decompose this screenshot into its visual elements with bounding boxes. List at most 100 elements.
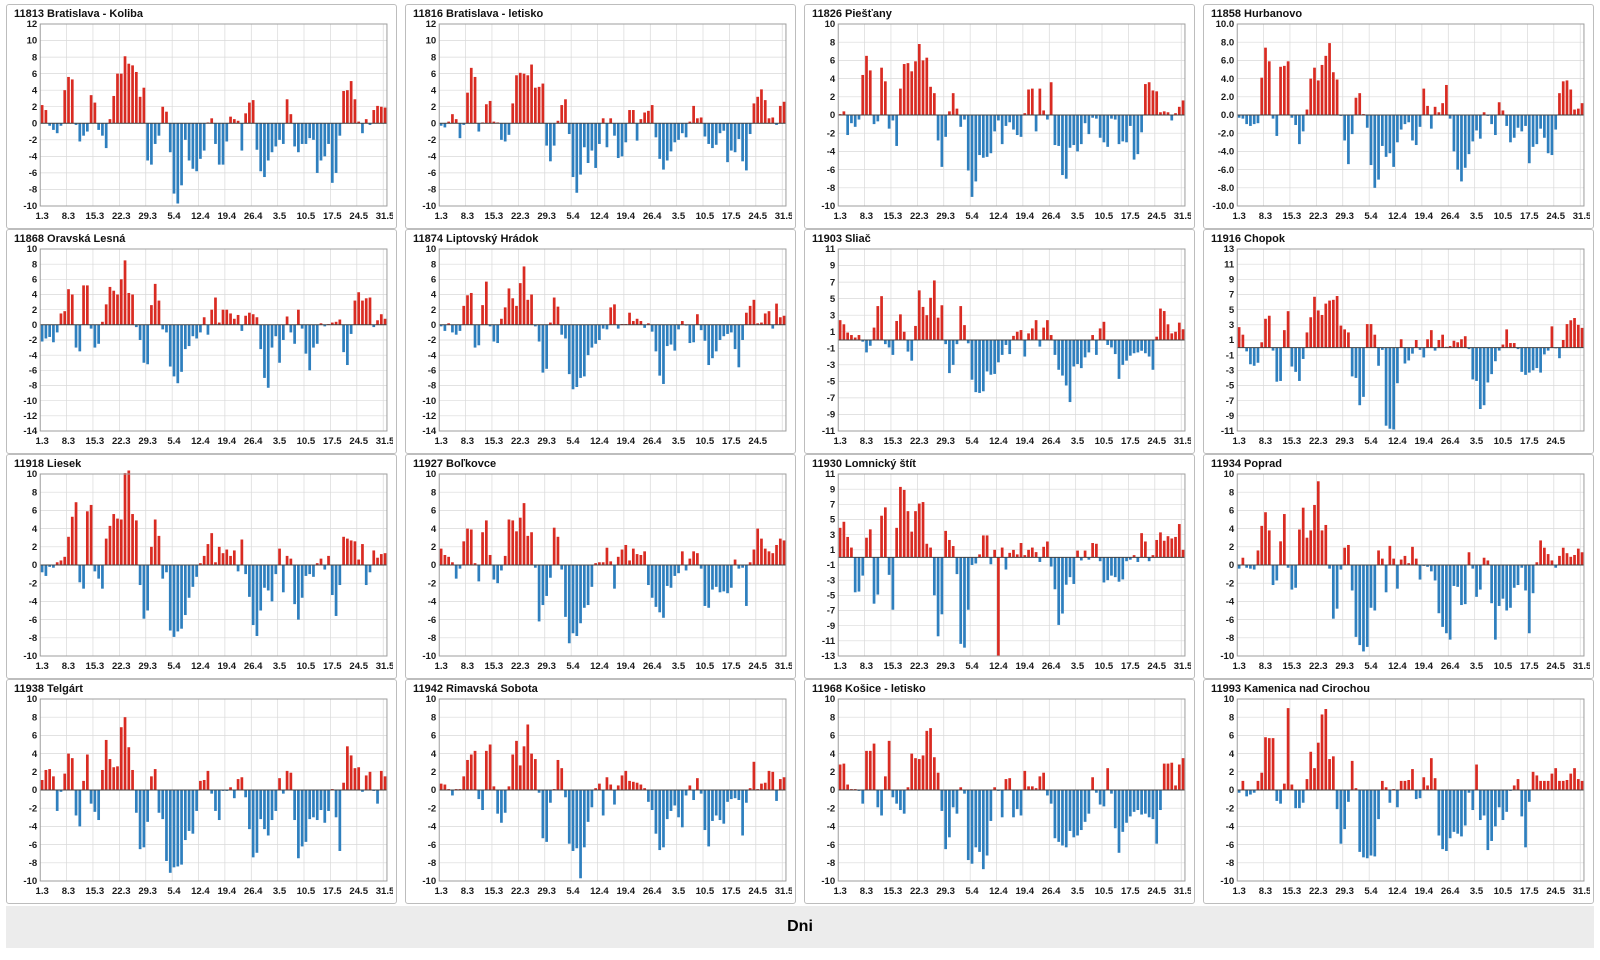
svg-text:11: 11 [825, 245, 836, 255]
svg-text:15.3: 15.3 [1283, 886, 1302, 897]
svg-text:-6: -6 [827, 840, 836, 851]
svg-text:1.3: 1.3 [36, 886, 49, 897]
svg-text:0: 0 [830, 785, 835, 796]
svg-text:10.5: 10.5 [297, 211, 316, 222]
svg-text:4: 4 [32, 290, 38, 301]
svg-text:-2: -2 [428, 803, 437, 814]
anomaly-bar-plot: -14 -12 -10 -8 -6 -4 -2 0 2 4 6 8 10 1.3 8.3 15.3 22.3 29… [422, 245, 787, 447]
svg-text:0: 0 [431, 785, 436, 796]
svg-text:24.5: 24.5 [349, 436, 368, 447]
svg-text:-6: -6 [29, 840, 38, 851]
svg-text:8: 8 [431, 259, 436, 270]
svg-text:-2: -2 [29, 335, 38, 346]
station-chart: 11916 Chopok -11 -9 -7 -5 -3 -1 1 3 5 7 9 11 13 1.3 8.3… [1203, 229, 1594, 454]
svg-text:29.3: 29.3 [138, 886, 157, 897]
svg-text:6: 6 [431, 275, 436, 286]
svg-text:24.5: 24.5 [1546, 886, 1565, 897]
svg-text:31.5: 31.5 [1573, 661, 1590, 672]
svg-text:-6: -6 [29, 615, 38, 626]
svg-text:15.3: 15.3 [884, 661, 903, 672]
svg-text:1.3: 1.3 [1233, 886, 1246, 897]
svg-text:15.3: 15.3 [1283, 436, 1302, 447]
svg-text:0: 0 [431, 119, 436, 130]
svg-text:8.3: 8.3 [860, 886, 873, 897]
svg-text:9: 9 [830, 484, 835, 495]
svg-text:19.4: 19.4 [1414, 211, 1433, 222]
svg-text:17.5: 17.5 [1520, 211, 1539, 222]
svg-text:4: 4 [32, 85, 38, 96]
svg-text:-5: -5 [827, 377, 836, 388]
svg-text:12.4: 12.4 [191, 436, 210, 447]
svg-text:8.3: 8.3 [860, 436, 873, 447]
svg-text:-10: -10 [23, 651, 37, 662]
svg-text:6.0: 6.0 [1221, 56, 1234, 67]
svg-text:31.5: 31.5 [376, 436, 393, 447]
svg-text:10.5: 10.5 [696, 436, 715, 447]
svg-text:17.5: 17.5 [1121, 661, 1140, 672]
svg-text:-4: -4 [428, 597, 437, 608]
svg-text:8.3: 8.3 [461, 886, 474, 897]
svg-text:22.3: 22.3 [1309, 211, 1328, 222]
svg-text:8: 8 [431, 52, 436, 63]
svg-text:5.4: 5.4 [566, 661, 580, 672]
svg-text:31.5: 31.5 [1174, 661, 1191, 672]
svg-text:17.5: 17.5 [1520, 436, 1539, 447]
svg-text:-2: -2 [428, 578, 437, 589]
svg-text:1.3: 1.3 [435, 436, 448, 447]
svg-text:19.4: 19.4 [1015, 436, 1034, 447]
svg-text:-4: -4 [827, 147, 836, 158]
svg-text:29.3: 29.3 [537, 436, 556, 447]
svg-text:10: 10 [27, 470, 38, 480]
svg-text:8: 8 [431, 712, 436, 723]
svg-text:10: 10 [426, 695, 437, 705]
svg-text:15.3: 15.3 [485, 886, 504, 897]
svg-text:26.4: 26.4 [643, 436, 662, 447]
svg-text:1.3: 1.3 [435, 886, 448, 897]
svg-text:26.4: 26.4 [1441, 886, 1460, 897]
svg-text:2: 2 [32, 305, 37, 316]
anomaly-bar-plot: -10 -8 -6 -4 -2 0 2 4 6 8 10 1.3 8.3 15.3 22.3 29.3 5.4 1… [23, 470, 393, 672]
station-chart: 11826 Piešťany -10 -8 -6 -4 -2 0 2 4 6 8 10 1.3 8.3 15… [804, 4, 1195, 229]
svg-text:12.4: 12.4 [1388, 886, 1407, 897]
svg-text:-10: -10 [422, 651, 436, 662]
svg-text:11: 11 [1224, 259, 1235, 270]
chart-grid: 11813 Bratislava - Koliba -10 -8 -6 -4 -2 0 2 4 6… [6, 4, 1594, 904]
svg-text:10.5: 10.5 [1494, 436, 1513, 447]
svg-text:10.5: 10.5 [1494, 211, 1513, 222]
svg-text:4: 4 [830, 74, 836, 85]
svg-text:31.5: 31.5 [775, 886, 792, 897]
svg-text:19.4: 19.4 [616, 436, 635, 447]
svg-text:22.3: 22.3 [910, 436, 929, 447]
svg-text:29.3: 29.3 [1335, 661, 1354, 672]
svg-text:8.3: 8.3 [62, 661, 75, 672]
svg-text:7: 7 [830, 500, 835, 511]
svg-text:1.3: 1.3 [1233, 211, 1246, 222]
chart-title: 11813 Bratislava - Koliba [14, 8, 144, 20]
svg-text:9: 9 [1229, 275, 1234, 286]
svg-text:19.4: 19.4 [1414, 886, 1433, 897]
svg-text:-6: -6 [29, 366, 38, 377]
svg-text:8: 8 [431, 487, 436, 498]
svg-text:4: 4 [1229, 524, 1235, 535]
svg-text:24.5: 24.5 [349, 211, 368, 222]
svg-text:4: 4 [830, 749, 836, 760]
svg-text:12.4: 12.4 [989, 436, 1008, 447]
svg-text:17.5: 17.5 [323, 661, 342, 672]
svg-text:-2.0: -2.0 [1218, 128, 1234, 139]
svg-text:-5: -5 [1226, 381, 1235, 392]
svg-text:12.4: 12.4 [191, 211, 210, 222]
svg-text:4: 4 [431, 749, 437, 760]
svg-text:0: 0 [830, 110, 835, 121]
station-chart: 11918 Liesek -10 -8 -6 -4 -2 0 2 4 6 8 10 1.3 8.3 15.3… [6, 454, 397, 679]
svg-text:15.3: 15.3 [884, 886, 903, 897]
svg-text:3.5: 3.5 [672, 661, 686, 672]
svg-text:-8: -8 [428, 633, 437, 644]
svg-text:26.4: 26.4 [1042, 661, 1061, 672]
svg-text:6: 6 [32, 506, 37, 517]
svg-text:17.5: 17.5 [1121, 436, 1140, 447]
svg-text:1.3: 1.3 [834, 661, 847, 672]
svg-text:2: 2 [830, 767, 835, 778]
svg-text:29.3: 29.3 [1335, 886, 1354, 897]
svg-text:5.4: 5.4 [167, 661, 181, 672]
